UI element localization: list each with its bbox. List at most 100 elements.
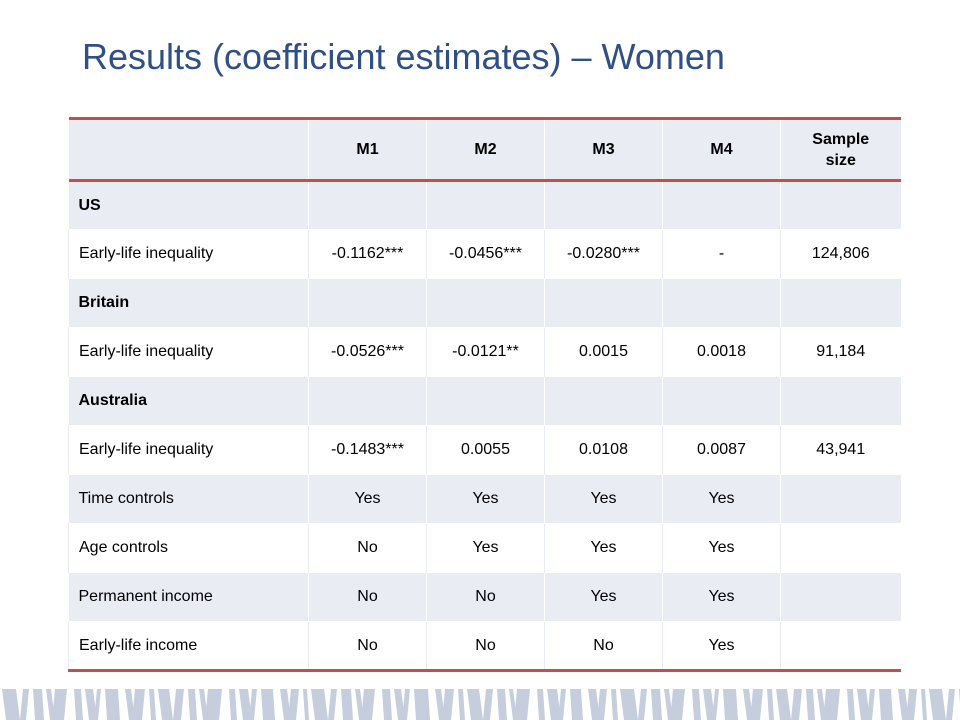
decorative-stripe xyxy=(776,689,791,720)
row-label-cell: Permanent income xyxy=(78,588,213,605)
decorative-stripe xyxy=(311,689,328,720)
row-label-cell: US xyxy=(78,196,101,214)
table-cell: -0.0456*** xyxy=(426,229,545,279)
table-cell xyxy=(426,278,545,328)
table-cell: -0.0526*** xyxy=(308,327,427,377)
row-label-cell: Britain xyxy=(78,294,130,311)
table-cell: No xyxy=(308,572,427,622)
table-row: Early-life inequality -0.0526*** -0.0121**… xyxy=(68,327,901,377)
decorative-stripe xyxy=(638,689,647,720)
header-cell-m2: M2 xyxy=(426,118,545,181)
table-cell xyxy=(780,474,901,524)
decorative-stripe xyxy=(537,689,545,720)
decorative-stripe xyxy=(946,689,955,720)
table-cell: Yes xyxy=(544,474,663,524)
header-cell xyxy=(69,119,309,181)
row-label-cell: Early-life inequality xyxy=(68,425,309,475)
decorative-stripe xyxy=(857,689,870,720)
table-cell: -0.0121** xyxy=(426,327,545,377)
table-cell xyxy=(662,376,781,426)
table-cell: 0.0087 xyxy=(662,425,781,475)
table-cell: No xyxy=(308,621,427,671)
decorative-stripe xyxy=(402,689,410,720)
table-cell: 43,941 xyxy=(780,425,901,475)
table-cell: Yes xyxy=(308,474,427,524)
decorative-stripe xyxy=(750,689,763,720)
decorative-stripe xyxy=(105,689,120,720)
table-cell: No xyxy=(426,572,545,622)
table-cell: Yes xyxy=(544,572,663,622)
table-cell: 0.0055 xyxy=(426,425,545,475)
decorative-stripe xyxy=(414,689,430,720)
table-cell: Yes xyxy=(544,523,663,573)
table-cell xyxy=(780,278,901,328)
decorative-stripe xyxy=(879,689,893,720)
decorative-stripe xyxy=(597,689,607,720)
decorative-bottom-band xyxy=(0,689,960,720)
decorative-stripe xyxy=(847,689,855,720)
decorative-stripe xyxy=(791,689,802,720)
table-cell xyxy=(780,180,901,230)
table-cell xyxy=(780,572,901,622)
decorative-stripe xyxy=(303,689,309,720)
table-cell xyxy=(308,278,427,328)
table-cell xyxy=(426,376,545,426)
table-cell xyxy=(780,621,901,671)
table-cell xyxy=(544,278,663,328)
table-cell: Yes xyxy=(426,474,545,524)
row-label-cell: Early-life income xyxy=(68,621,309,671)
header-cell-m4: M4 xyxy=(662,118,781,181)
decorative-stripe xyxy=(823,689,840,720)
decorative-stripe xyxy=(723,689,738,720)
table-group-row: US xyxy=(68,180,901,230)
table-cell xyxy=(662,278,781,328)
table-cell: 0.0015 xyxy=(544,327,663,377)
table-body: US Early-life inequality -0.1162*** -0.0456… xyxy=(68,180,901,671)
decorative-stripe xyxy=(249,689,257,720)
decorative-stripe xyxy=(33,689,44,720)
decorative-stripe xyxy=(558,689,566,720)
row-label-cell: Time controls xyxy=(78,490,174,507)
table-cell: 91,184 xyxy=(780,327,901,377)
decorative-stripe xyxy=(611,689,618,720)
table-row: Early-life inequality -0.1483*** 0.0055 0.0… xyxy=(68,425,901,475)
decorative-stripe xyxy=(670,689,685,720)
decorative-stripe xyxy=(435,689,445,720)
table-cell: -0.1483*** xyxy=(308,425,427,475)
decorative-stripe xyxy=(767,689,774,720)
decorative-stripe xyxy=(394,689,405,720)
decorative-stripe xyxy=(74,689,83,720)
decorative-stripe xyxy=(867,689,875,720)
table-group-row: Britain xyxy=(68,278,901,328)
decorative-stripe xyxy=(651,689,662,720)
decorative-stripe xyxy=(132,689,145,720)
table-cell: - xyxy=(662,229,781,279)
decorative-stripe xyxy=(483,689,493,720)
decorative-stripe xyxy=(906,689,917,720)
results-table: M1 M2 M3 M4 Sample size US Early-life ine… xyxy=(68,117,901,672)
header-cell-m3: M3 xyxy=(544,118,663,181)
decorative-stripe xyxy=(703,689,715,720)
decorative-stripe xyxy=(442,689,454,720)
row-label-cell: Age controls xyxy=(68,523,309,573)
slide-title: Results (coefficient estimates) – Women xyxy=(82,36,725,77)
decorative-stripe xyxy=(229,689,237,720)
table-cell: 0.0018 xyxy=(662,327,781,377)
table-cell xyxy=(308,180,427,230)
decorative-stripe xyxy=(712,689,719,720)
table-cell: Yes xyxy=(662,572,781,622)
decorative-stripe xyxy=(547,689,561,720)
decorative-stripe xyxy=(467,689,483,720)
table-cell xyxy=(780,376,901,426)
table-cell xyxy=(308,376,427,426)
table-cell xyxy=(426,180,545,230)
decorative-stripe xyxy=(620,689,638,720)
row-label-cell: Australia xyxy=(78,392,147,409)
table-cell: Yes xyxy=(662,523,781,573)
decorative-stripe xyxy=(692,689,701,720)
table-cell: No xyxy=(544,621,663,671)
decorative-stripe xyxy=(570,689,583,720)
decorative-stripe xyxy=(806,689,815,720)
decorative-stripe xyxy=(205,689,222,720)
